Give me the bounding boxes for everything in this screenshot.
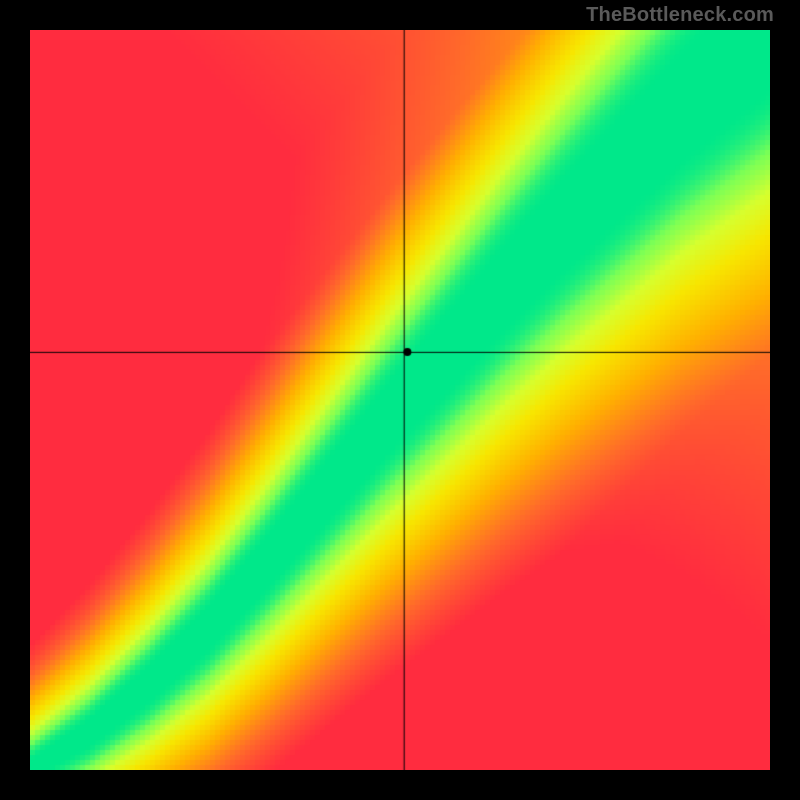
- chart-stage: TheBottleneck.com: [0, 0, 800, 800]
- bottleneck-heatmap: [30, 30, 770, 770]
- watermark-text: TheBottleneck.com: [586, 4, 774, 27]
